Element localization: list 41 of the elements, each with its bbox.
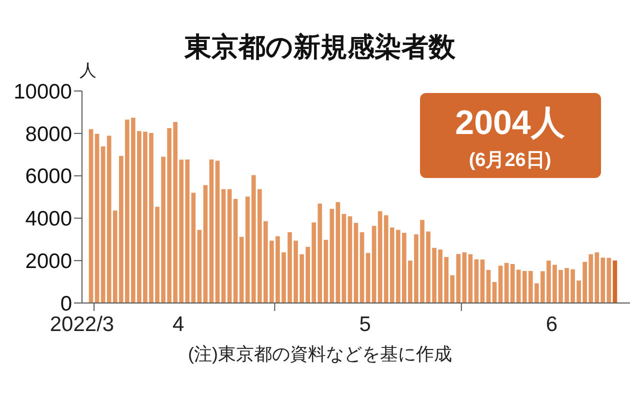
y-tick-label: 8000 [25,122,72,146]
y-axis-title: 人 [80,61,96,80]
annotation: (6月26日) [468,150,552,171]
bar [612,260,618,303]
chart-title: 東京都の新規感染者数 [184,32,456,62]
bar [348,216,352,303]
bar [360,232,364,303]
bar [88,129,94,303]
bar [480,260,485,303]
y-tick-label: 6000 [25,165,72,188]
x-tick-label: 6 [546,313,558,336]
bar [336,202,340,303]
bar [492,282,497,303]
annotation: 2004人 [455,104,566,142]
bar [474,259,479,303]
bar [233,198,238,303]
x-tick-label: 5 [359,313,371,336]
bar [221,189,226,303]
bar [486,270,491,303]
bar [100,146,106,303]
text: (注)東京都の資料などを基に作成 [188,344,452,364]
y-tick-label: 4000 [25,208,72,231]
bar [197,230,202,303]
bar [498,266,503,303]
y-tick-label: 0 [60,292,72,316]
bar [203,185,208,303]
bar [366,252,370,303]
bar [510,264,515,303]
bar [215,160,220,303]
x-tick-label: 2022/3 [50,313,114,336]
bar [372,226,376,303]
bar [94,134,100,303]
bar [209,159,214,303]
bar [504,262,509,303]
x-tick-label: 4 [172,313,185,336]
bar [606,258,612,303]
bar [227,189,232,303]
y-tick-label: 2000 [25,250,72,273]
bar [342,214,346,303]
bar [354,222,358,303]
y-tick-label: 10000 [14,80,72,104]
